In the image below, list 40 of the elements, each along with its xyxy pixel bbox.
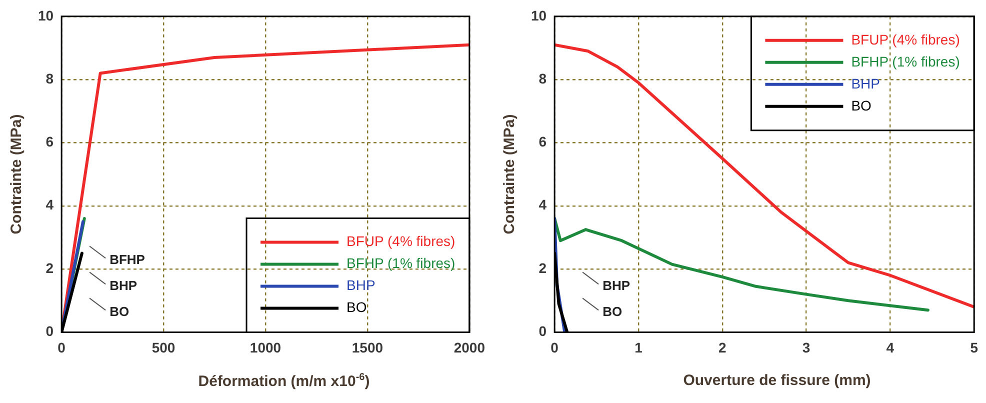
x-tick-label: 1000 — [250, 339, 282, 356]
text: BFHP (1% fibres) — [851, 53, 960, 70]
text: BHP — [851, 75, 880, 92]
x-tick-label: 0 — [58, 339, 66, 356]
y-axis-title: Contrainte (MPa) — [8, 114, 26, 234]
y-tick-label: 6 — [538, 134, 547, 150]
annotation: BO — [110, 304, 130, 319]
annotation: BHP — [602, 278, 630, 293]
x-tick-label: 0 — [550, 339, 559, 356]
x-axis-title: Déformation (m/m x10$^{-6}$) — [197, 372, 371, 390]
x-tick-label: 2 — [718, 339, 726, 356]
y-tick-label: 10 — [530, 7, 547, 24]
y-tick-label: 6 — [46, 134, 54, 150]
y-tick-label: 0 — [46, 323, 54, 340]
annotation: BFHP — [110, 252, 146, 267]
x-tick-label: 3 — [802, 339, 810, 356]
y-tick-label: 2 — [538, 260, 547, 276]
annotation: BHP — [110, 278, 138, 293]
x-tick-label: 4 — [886, 339, 894, 356]
text: BHP — [346, 277, 376, 294]
y-tick-label: 8 — [538, 70, 547, 86]
x-tick-label: 500 — [152, 339, 176, 356]
y-tick-label: 0 — [538, 323, 547, 340]
x-tick-label: 1 — [634, 339, 643, 356]
x-tick-label: 2000 — [454, 339, 486, 356]
text: BFUP (4% fibres) — [851, 31, 960, 48]
y-tick-label: 10 — [38, 7, 54, 24]
y-tick-label: 8 — [46, 70, 54, 86]
annotation: BO — [602, 304, 622, 319]
y-tick-label: 4 — [46, 196, 54, 213]
y-tick-label: 4 — [538, 196, 547, 213]
y-axis-title: Contrainte (MPa) — [501, 114, 518, 234]
text: BFHP (1% fibres) — [346, 255, 456, 272]
text: BO — [851, 97, 872, 114]
x-tick-label: 1500 — [352, 339, 384, 356]
x-tick-label: 5 — [970, 339, 978, 356]
text: BFUP (4% fibres) — [346, 233, 456, 250]
text: BO — [346, 299, 367, 316]
x-axis-title: Ouverture de fissure (mm) — [682, 372, 872, 389]
y-tick-label: 2 — [46, 260, 54, 276]
